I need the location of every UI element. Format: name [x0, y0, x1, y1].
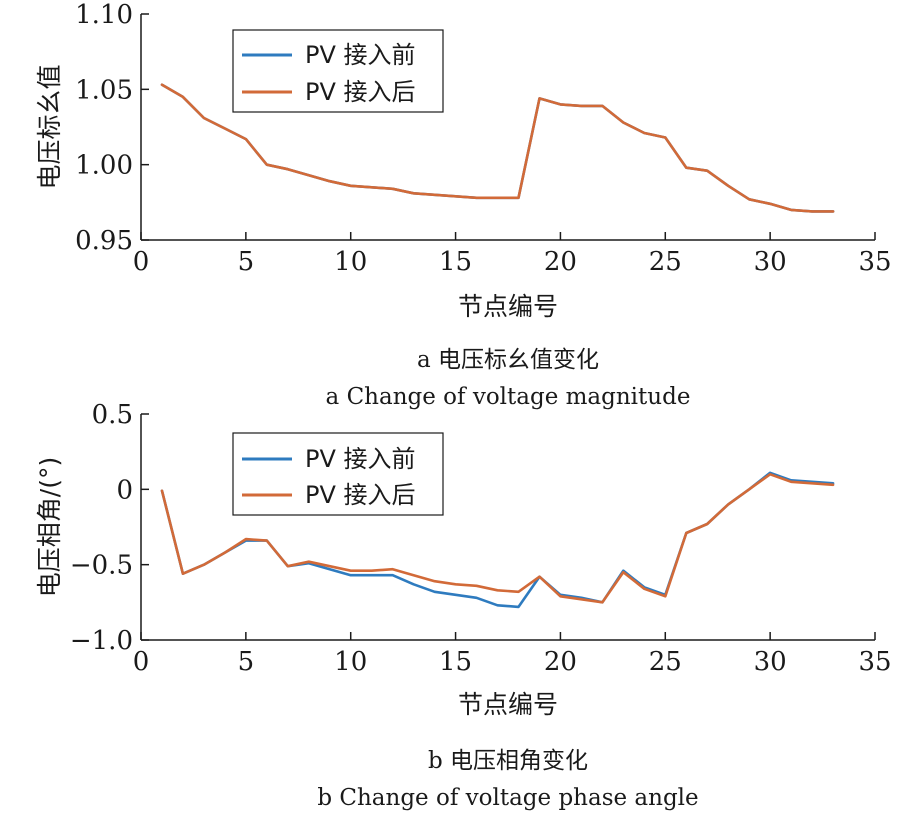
- x-axis-label: 节点编号: [458, 292, 558, 321]
- x-tick-label: 10: [334, 647, 367, 677]
- y-ticks: 0.95 1.00 1.05 1.10: [75, 0, 149, 256]
- y-tick-label: 1.00: [75, 151, 133, 181]
- y-tick-label: 0.5: [92, 400, 133, 430]
- x-ticks: 0 5 10 15 20 25 30 35: [133, 232, 892, 277]
- x-tick-label: 0: [133, 647, 150, 677]
- legend-label-before: PV 接入前: [305, 445, 416, 473]
- chart-voltage-phase-angle: 0 5 10 15 20 25 30 35 −1.0 −0.5 0 0.5 电压相角/(°) 节点编…: [35, 400, 892, 811]
- y-tick-label: 0.95: [75, 226, 133, 256]
- y-axis-label: 电压标幺值: [35, 64, 64, 189]
- legend-box: [232, 432, 444, 516]
- x-tick-label: 25: [649, 647, 682, 677]
- legend-label-before: PV 接入前: [305, 41, 416, 69]
- y-axis-label: 电压相角/(°): [35, 457, 64, 597]
- series-line-after: [160, 472, 835, 604]
- legend-label-after: PV 接入后: [305, 78, 416, 106]
- series-group: [160, 471, 835, 609]
- x-tick-label: 20: [544, 247, 577, 277]
- caption-en: a Change of voltage magnitude: [326, 384, 691, 410]
- caption-en: b Change of voltage phase angle: [317, 785, 698, 811]
- x-axis-label: 节点编号: [458, 690, 558, 719]
- y-tick-label: −1.0: [70, 626, 133, 656]
- chart-voltage-magnitude: 0 5 10 15 20 25 30 35 0.95 1.00 1.05 1.10 电压标幺值 节点…: [35, 0, 892, 410]
- legend: PV 接入前 PV 接入后: [232, 432, 444, 516]
- x-tick-label: 15: [439, 647, 472, 677]
- x-tick-label: 20: [544, 647, 577, 677]
- caption-cn: b 电压相角变化: [428, 748, 588, 774]
- caption-cn: a 电压标幺值变化: [417, 347, 599, 373]
- x-tick-label: 30: [754, 647, 787, 677]
- legend: PV 接入前 PV 接入后: [232, 29, 444, 113]
- y-ticks: −1.0 −0.5 0 0.5: [70, 400, 149, 656]
- legend-box: [232, 29, 444, 113]
- y-tick-label: 1.05: [75, 75, 133, 105]
- x-tick-label: 5: [238, 247, 255, 277]
- series-line-after: [160, 83, 835, 213]
- x-tick-label: 35: [858, 647, 891, 677]
- y-tick-label: −0.5: [70, 551, 133, 581]
- y-tick-label: 1.10: [75, 0, 133, 30]
- x-ticks: 0 5 10 15 20 25 30 35: [133, 632, 892, 677]
- x-tick-label: 25: [649, 247, 682, 277]
- x-tick-label: 35: [858, 247, 891, 277]
- x-tick-label: 10: [334, 247, 367, 277]
- x-tick-label: 5: [238, 647, 255, 677]
- y-tick-label: 0: [116, 475, 133, 505]
- x-tick-label: 30: [754, 247, 787, 277]
- x-tick-label: 15: [439, 247, 472, 277]
- legend-label-after: PV 接入后: [305, 481, 416, 509]
- series-group: [160, 83, 835, 213]
- x-tick-label: 0: [133, 247, 150, 277]
